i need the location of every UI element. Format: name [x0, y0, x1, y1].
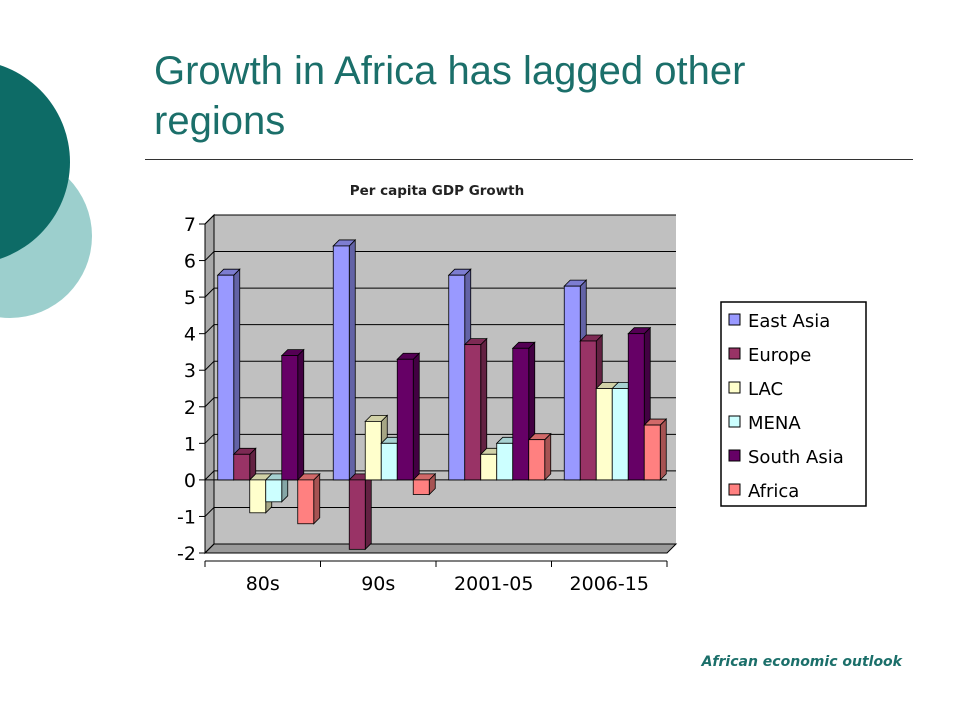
bar-side [297, 348, 305, 481]
floor [203, 543, 678, 554]
gridline [204, 251, 676, 261]
bars-group [216, 238, 668, 551]
axes-group: 7 6 5 4 3 2 1 0 -1 -2 80s 90s 2001-05 2006-15 [177, 214, 668, 595]
bar [480, 453, 498, 481]
x-tick-label: 80s [246, 573, 280, 595]
bar [265, 479, 283, 503]
dark-teal-circle [0, 65, 70, 259]
bar [448, 274, 466, 481]
bar-side [544, 432, 552, 481]
bar [249, 479, 267, 514]
y-tick-label: 4 [184, 324, 196, 346]
legend-swatch [728, 381, 741, 394]
slide-title: Growth in Africa has lagged other region… [154, 49, 746, 143]
y-tick-label: -1 [177, 506, 196, 528]
legend-swatch [728, 415, 741, 428]
bar [396, 358, 414, 481]
legend-label: LAC [748, 379, 783, 400]
y-tick-label: 3 [184, 360, 196, 382]
legend-swatch [728, 483, 741, 496]
bar [496, 442, 514, 481]
bar [595, 388, 613, 481]
plot-background [205, 215, 676, 553]
gridline [204, 214, 676, 225]
gridline [204, 506, 676, 517]
legend-swatch [728, 313, 741, 326]
bar [412, 479, 430, 495]
legend-box [720, 301, 867, 507]
bar [233, 453, 251, 481]
x-tick-label: 90s [361, 573, 395, 595]
legend-swatch [728, 449, 741, 462]
bar-side [412, 352, 420, 481]
bar [348, 479, 366, 550]
bar [364, 420, 382, 481]
legend-swatch [728, 347, 741, 360]
side-wall [204, 213, 215, 555]
bar [297, 479, 315, 525]
bar-side [659, 418, 667, 481]
legend: East Asia Europe LAC MENA South Asia Africa [720, 301, 867, 507]
bar [611, 388, 629, 481]
gridline [204, 324, 676, 335]
bar-side [364, 472, 372, 551]
y-tick-label: 7 [184, 214, 196, 236]
bar [380, 442, 398, 481]
bar-side [348, 238, 356, 481]
bar [464, 344, 482, 481]
gridline [204, 543, 676, 554]
bar [627, 333, 645, 481]
gridline [204, 287, 676, 298]
bar [217, 274, 235, 481]
bar-side [233, 268, 241, 481]
title-divider [145, 159, 913, 160]
y-tick-label: 6 [184, 251, 196, 273]
chart-title: Per capita GDP Growth [349, 183, 525, 199]
bar [528, 439, 546, 481]
bar [643, 424, 661, 481]
bar [512, 347, 530, 481]
y-tick-label: 1 [184, 433, 196, 455]
legend-label: Africa [748, 481, 799, 502]
y-tick-label: 2 [184, 397, 196, 419]
bar [563, 285, 581, 481]
plot-area [203, 213, 678, 555]
bar [579, 340, 597, 481]
bar [281, 355, 299, 481]
y-tick-label: -2 [177, 543, 196, 565]
legend-label: South Asia [748, 447, 844, 468]
x-tick-label: 2006-15 [570, 573, 649, 595]
y-tick-label: 0 [184, 470, 196, 492]
legend-label: East Asia [748, 311, 830, 332]
legend-label: MENA [748, 413, 801, 434]
source-note: African economic outlook [701, 654, 902, 670]
bar [332, 245, 350, 481]
legend-label: Europe [748, 345, 811, 366]
decorative-circles [0, 65, 92, 318]
x-tick-label: 2001-05 [454, 573, 533, 595]
bar-side [313, 472, 321, 525]
y-tick-label: 5 [184, 287, 196, 309]
